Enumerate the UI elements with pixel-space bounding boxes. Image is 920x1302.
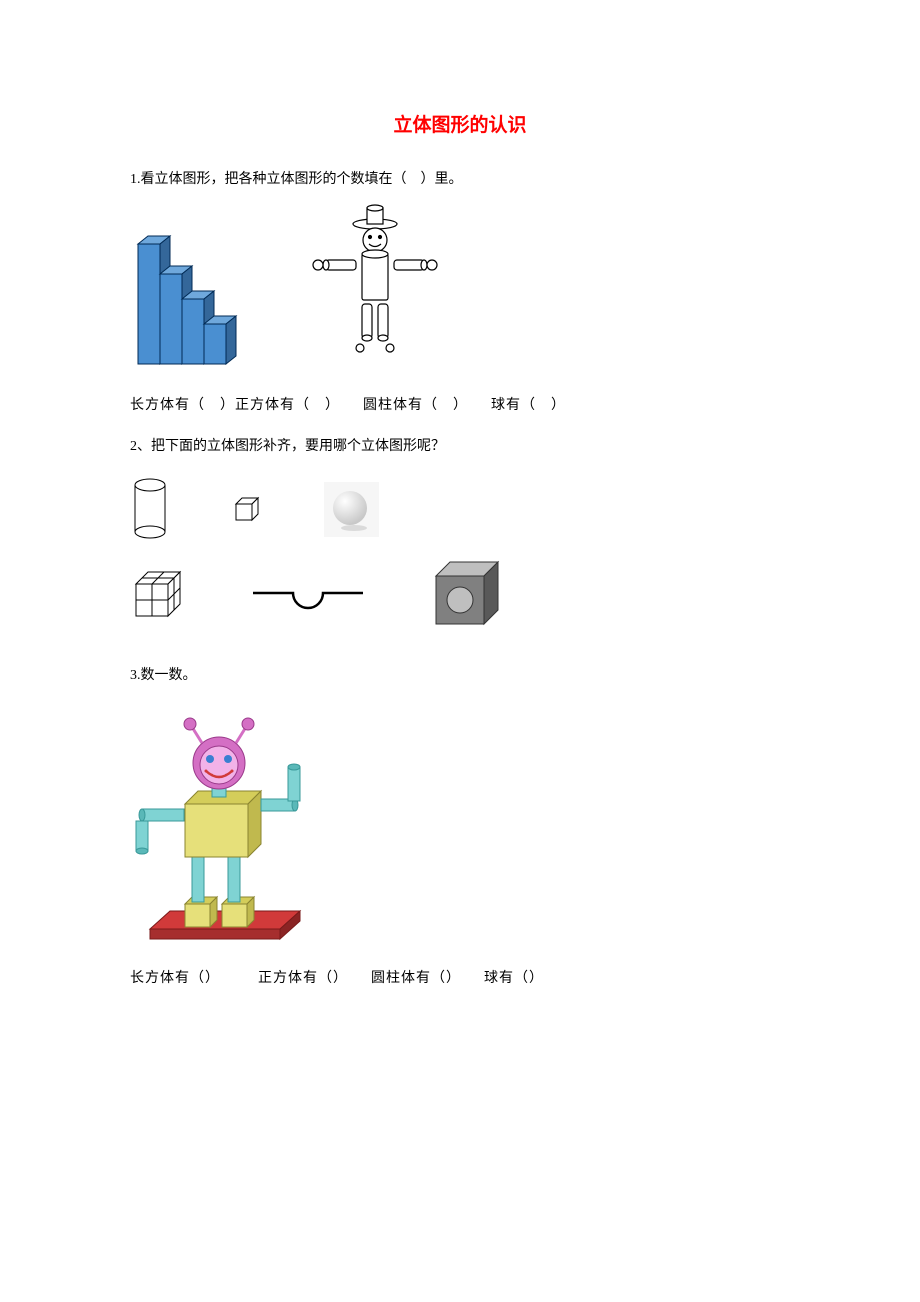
sphere-icon — [324, 482, 379, 537]
gray-cube-hole-icon — [428, 556, 508, 631]
stairs-figure — [130, 234, 260, 374]
q3-prompt: 3.数一数。 — [130, 661, 790, 692]
q2-row1 — [130, 477, 790, 542]
q2-row2 — [130, 556, 790, 631]
q3-answer-text: 长方体有（） 正方体有（） 圆柱体有（） 球有（） — [130, 971, 544, 986]
q1-figure-row — [130, 204, 790, 374]
robot-outline-figure — [290, 204, 460, 374]
page-title: 立体图形的认识 — [130, 110, 790, 137]
q1-answers: 长方体有（ ）正方体有（ ） 圆柱体有（ ） 球有（ ） — [130, 394, 790, 414]
q2-prompt: 2、把下面的立体图形补齐，要用哪个立体图形呢？ — [130, 432, 790, 463]
q3-answers: 长方体有（） 正方体有（） 圆柱体有（） 球有（） — [130, 967, 790, 987]
notch-line-icon — [248, 573, 368, 613]
small-cube-icon — [230, 492, 264, 526]
cube-grid-icon — [130, 564, 188, 622]
worksheet-page: 立体图形的认识 1.看立体图形，把各种立体图形的个数填在（ ）里。 — [0, 0, 920, 1065]
q1-prompt: 1.看立体图形，把各种立体图形的个数填在（ ）里。 — [130, 165, 790, 196]
cylinder-icon — [130, 477, 170, 542]
q3-figure — [130, 699, 790, 949]
q1-answer-text: 长方体有（ ）正方体有（ ） 圆柱体有（ ） 球有（ ） — [130, 398, 566, 413]
